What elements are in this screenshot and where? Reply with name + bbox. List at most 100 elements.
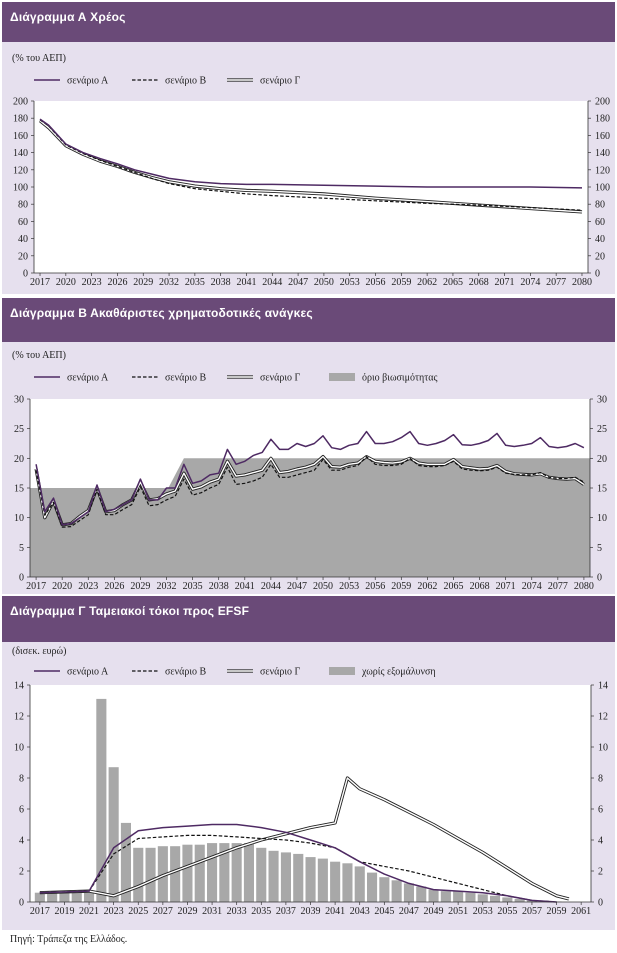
chart-b-ytick-label-left: 15 bbox=[14, 484, 24, 495]
chart-b-ytick-label-right: 20 bbox=[597, 454, 607, 465]
chart-c-ytick-label-left: 14 bbox=[14, 681, 24, 692]
chart-c-bar-2017 bbox=[34, 892, 45, 902]
chart-a-xtick-label: 2068 bbox=[469, 277, 489, 288]
chart-a-legend-label: σενάριο Β bbox=[165, 76, 207, 87]
chart-c-xtick-label: 2017 bbox=[30, 906, 50, 917]
chart-a-legend-label: σενάριο Γ bbox=[260, 76, 301, 87]
chart-c-xtick-label: 2033 bbox=[227, 906, 247, 917]
chart-a-ytick-label-left: 60 bbox=[18, 217, 28, 228]
chart-c-header: Διάγραμμα Γ Ταμειακοί τόκοι προς EFSF bbox=[2, 596, 615, 642]
chart-c-xtick-label: 2059 bbox=[547, 906, 567, 917]
chart-a-ytick-label-right: 0 bbox=[595, 269, 600, 280]
chart-a-ytick-label-right: 100 bbox=[595, 183, 610, 194]
chart-b-series-b-line bbox=[35, 456, 585, 528]
chart-c-bar-2020 bbox=[71, 892, 82, 902]
chart-a-series-c-line bbox=[39, 120, 583, 213]
chart-b-series-a-line bbox=[35, 430, 585, 526]
chart-c-bar-2055 bbox=[502, 897, 513, 902]
chart-a-xtick-label: 2032 bbox=[159, 277, 179, 288]
chart-c-xtick-label: 2023 bbox=[104, 906, 124, 917]
chart-a-xtick-label: 2038 bbox=[211, 277, 231, 288]
chart-c-bar-2051 bbox=[453, 891, 464, 902]
chart-c-bar-2035 bbox=[256, 847, 267, 903]
chart-c-bar-2024 bbox=[120, 822, 131, 902]
chart-a-ytick-label-right: 120 bbox=[595, 165, 610, 176]
chart-c-bar-2042 bbox=[342, 863, 353, 903]
chart-c-xtick-label: 2037 bbox=[276, 906, 296, 917]
chart-c-bar-2026 bbox=[145, 847, 156, 903]
chart-a-xtick-label: 2044 bbox=[262, 277, 282, 288]
chart-a-xtick-label: 2020 bbox=[56, 277, 76, 288]
chart-a-xtick-label: 2077 bbox=[546, 277, 566, 288]
chart-a-ytick-label-right: 180 bbox=[595, 114, 610, 125]
chart-b-xtick-label: 2026 bbox=[104, 581, 124, 592]
chart-c-bar-2052 bbox=[465, 892, 476, 902]
chart-a-xtick-label: 2029 bbox=[133, 277, 153, 288]
chart-a-xtick-label: 2080 bbox=[572, 277, 592, 288]
chart-c-bar-2039 bbox=[305, 857, 316, 902]
chart-c-bar-2034 bbox=[243, 843, 254, 902]
chart-a-legend-label: σενάριο Α bbox=[67, 76, 109, 87]
chart-c-bar-2021 bbox=[84, 892, 95, 902]
chart-c-xtick-label: 2027 bbox=[153, 906, 173, 917]
chart-c-legend-label: χωρίς εξομάλυνση bbox=[361, 667, 436, 678]
chart-c-xtick-label: 2055 bbox=[497, 906, 517, 917]
chart-b-ytick-label-right: 0 bbox=[597, 573, 602, 584]
chart-b-ytick-label-left: 10 bbox=[14, 513, 24, 524]
chart-a-xtick-label: 2065 bbox=[443, 277, 463, 288]
chart-c-ytick-label-right: 10 bbox=[598, 743, 608, 754]
chart-c-bar-2047 bbox=[403, 883, 414, 902]
chart-c-xtick-label: 2039 bbox=[301, 906, 321, 917]
chart-a-header: Διάγραμμα Α Χρέος bbox=[2, 2, 615, 42]
chart-b-legend-label: σενάριο Α bbox=[67, 373, 109, 384]
chart-a-ytick-label-left: 180 bbox=[13, 114, 28, 125]
chart-c-xtick-label: 2057 bbox=[522, 906, 542, 917]
chart-b-xtick-label: 2017 bbox=[26, 581, 46, 592]
chart-c-xtick-label: 2035 bbox=[251, 906, 271, 917]
chart-c-ytick-label-right: 8 bbox=[598, 774, 603, 785]
chart-c-ytick-label-right: 6 bbox=[598, 805, 603, 816]
chart-b-unit-label: (% του ΑΕΠ) bbox=[12, 350, 66, 361]
chart-c-xtick-label: 2021 bbox=[79, 906, 99, 917]
chart-a-ytick-label-left: 200 bbox=[13, 97, 28, 108]
chart-c-xtick-label: 2045 bbox=[374, 906, 394, 917]
chart-a-ytick-label-left: 140 bbox=[13, 148, 28, 159]
chart-a-xtick-label: 2071 bbox=[495, 277, 515, 288]
chart-a-ytick-label-left: 120 bbox=[13, 165, 28, 176]
chart-b-xtick-label: 2077 bbox=[548, 581, 568, 592]
chart-a-ytick-label-right: 140 bbox=[595, 148, 610, 159]
chart-b-ytick-label-left: 25 bbox=[14, 424, 24, 435]
chart-b-legend-label: σενάριο Β bbox=[165, 373, 207, 384]
chart-b-xtick-label: 2020 bbox=[52, 581, 72, 592]
chart-c-unit-label: (δισεκ. ευρώ) bbox=[12, 646, 67, 657]
chart-b-xtick-label: 2068 bbox=[470, 581, 490, 592]
chart-a-ytick-label-left: 80 bbox=[18, 200, 28, 211]
chart-c-xtick-label: 2061 bbox=[571, 906, 591, 917]
chart-b-legend-key-bars bbox=[329, 373, 355, 381]
chart-a-xtick-label: 2041 bbox=[236, 277, 256, 288]
chart-c-bar-2056 bbox=[514, 898, 525, 902]
chart-a-xtick-label: 2062 bbox=[417, 277, 437, 288]
chart-c-ytick-label-right: 12 bbox=[598, 712, 608, 723]
chart-b-ytick-label-right: 15 bbox=[597, 484, 607, 495]
chart-c-ytick-label-left: 0 bbox=[19, 898, 24, 909]
chart-b-legend-label: όριο βιωσιμότητας bbox=[362, 373, 437, 384]
chart-c-bar-2045 bbox=[379, 877, 390, 902]
chart-a-xtick-label: 2017 bbox=[30, 277, 50, 288]
source-note: Πηγή: Τράπεζα της Ελλάδος. bbox=[10, 934, 128, 945]
chart-c-legend-key-bars bbox=[329, 667, 355, 675]
chart-b-ytick-label-left: 0 bbox=[19, 573, 24, 584]
chart-c-bar-2023 bbox=[108, 767, 119, 902]
chart-c-bar-2057 bbox=[526, 900, 537, 902]
chart-c-ytick-label-right: 2 bbox=[598, 867, 603, 878]
chart-c-bar-2018 bbox=[47, 892, 58, 902]
chart-b-xtick-label: 2029 bbox=[130, 581, 150, 592]
chart-c-bar-2028 bbox=[170, 846, 181, 902]
chart-b-ytick-label-left: 5 bbox=[19, 543, 24, 554]
chart-a-ytick-label-right: 20 bbox=[595, 251, 605, 262]
chart-a-panel: Διάγραμμα Α Χρέος (% του ΑΕΠ) 0 0 20 20 40 40… bbox=[2, 2, 615, 294]
chart-c-bar-2037 bbox=[280, 852, 291, 902]
